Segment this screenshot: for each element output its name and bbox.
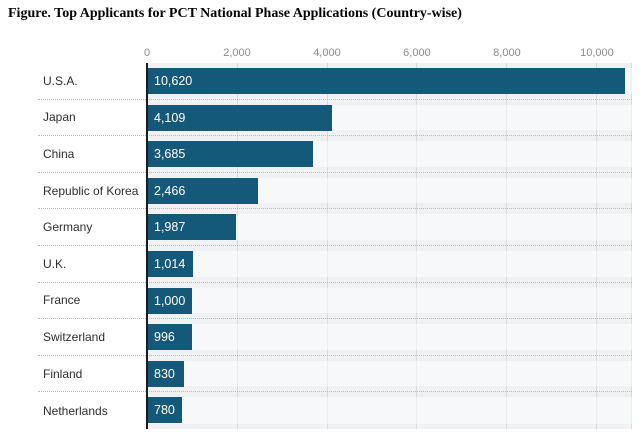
bar-track: 2,466 [147,173,632,209]
chart-rows: U.S.A. 10,620 Japan 4,109 China 3,685 Republic… [38,63,632,429]
chart-row: U.S.A. 10,620 [38,63,632,100]
chart-row: Republic of Korea 2,466 [38,172,632,210]
chart-row: France 1,000 [38,282,632,320]
bar-track: 830 [147,356,632,392]
gridline [236,63,238,429]
category-label: U.S.A. [38,63,147,99]
bar: 1,000 [147,287,192,314]
category-label: Japan [38,99,147,136]
chart-row: Netherlands 780 [38,392,632,429]
x-tick-label: 0 [143,47,151,59]
x-tick-label: 4,000 [313,47,341,59]
chart-row: Germany 1,987 [38,209,632,246]
bar: 10,620 [147,68,625,94]
category-label: France [38,282,147,319]
bar-value-label: 1,014 [154,256,186,271]
x-tick-label: 2,000 [223,47,251,59]
bar-value-label: 1,987 [154,220,186,235]
bar-value-label: 2,466 [154,183,186,198]
category-label: Republic of Korea [38,172,147,209]
bar-track: 1,014 [147,246,632,282]
category-label: Netherlands [38,392,147,429]
x-tick-label: 10,000 [580,47,614,59]
chart-row: Finland 830 [38,355,632,393]
bar: 996 [147,324,192,351]
bar-value-label: 3,685 [154,147,186,162]
bar-track: 780 [147,392,632,429]
bar-value-label: 996 [154,330,175,345]
category-label: U.K. [38,245,147,282]
gridline [416,63,418,429]
category-label: China [38,136,147,172]
bar-value-label: 4,109 [154,110,186,125]
gridline [506,63,508,429]
bar-chart: 0 2,000 4,000 6,000 8,000 10,000 U.S.A. 10,620… [38,46,632,429]
bar-track: 1,000 [147,283,632,319]
gridline [595,63,597,429]
figure-title: Figure. Top Applicants for PCT National … [8,6,462,21]
x-tick-label: 6,000 [403,47,431,59]
bar: 3,685 [147,141,313,168]
bar-value-label: 1,000 [154,293,186,308]
bar-value-label: 780 [154,403,175,418]
gridline [326,63,328,429]
bar-track: 4,109 [147,100,632,136]
bar-track: 3,685 [147,136,632,172]
bar: 780 [147,397,183,424]
bar-track: 10,620 [147,63,632,99]
bar: 1,987 [147,214,237,241]
x-axis: 0 2,000 4,000 6,000 8,000 10,000 [143,46,632,63]
chart-row: Switzerland 996 [38,319,632,356]
x-tick-label: 8,000 [493,47,521,59]
zero-axis-line [146,63,148,429]
category-label: Switzerland [38,319,147,355]
bar: 4,109 [147,104,332,131]
bar-track: 1,987 [147,209,632,245]
bar: 830 [147,360,185,387]
chart-row: China 3,685 [38,136,632,173]
bar: 1,014 [147,250,193,277]
bar: 2,466 [147,177,258,204]
chart-row: Japan 4,109 [38,99,632,137]
bar-value-label: 10,620 [154,74,193,88]
category-label: Finland [38,355,147,392]
chart-row: U.K. 1,014 [38,245,632,283]
category-label: Germany [38,209,147,245]
bar-track: 996 [147,319,632,355]
bar-value-label: 830 [154,366,175,381]
